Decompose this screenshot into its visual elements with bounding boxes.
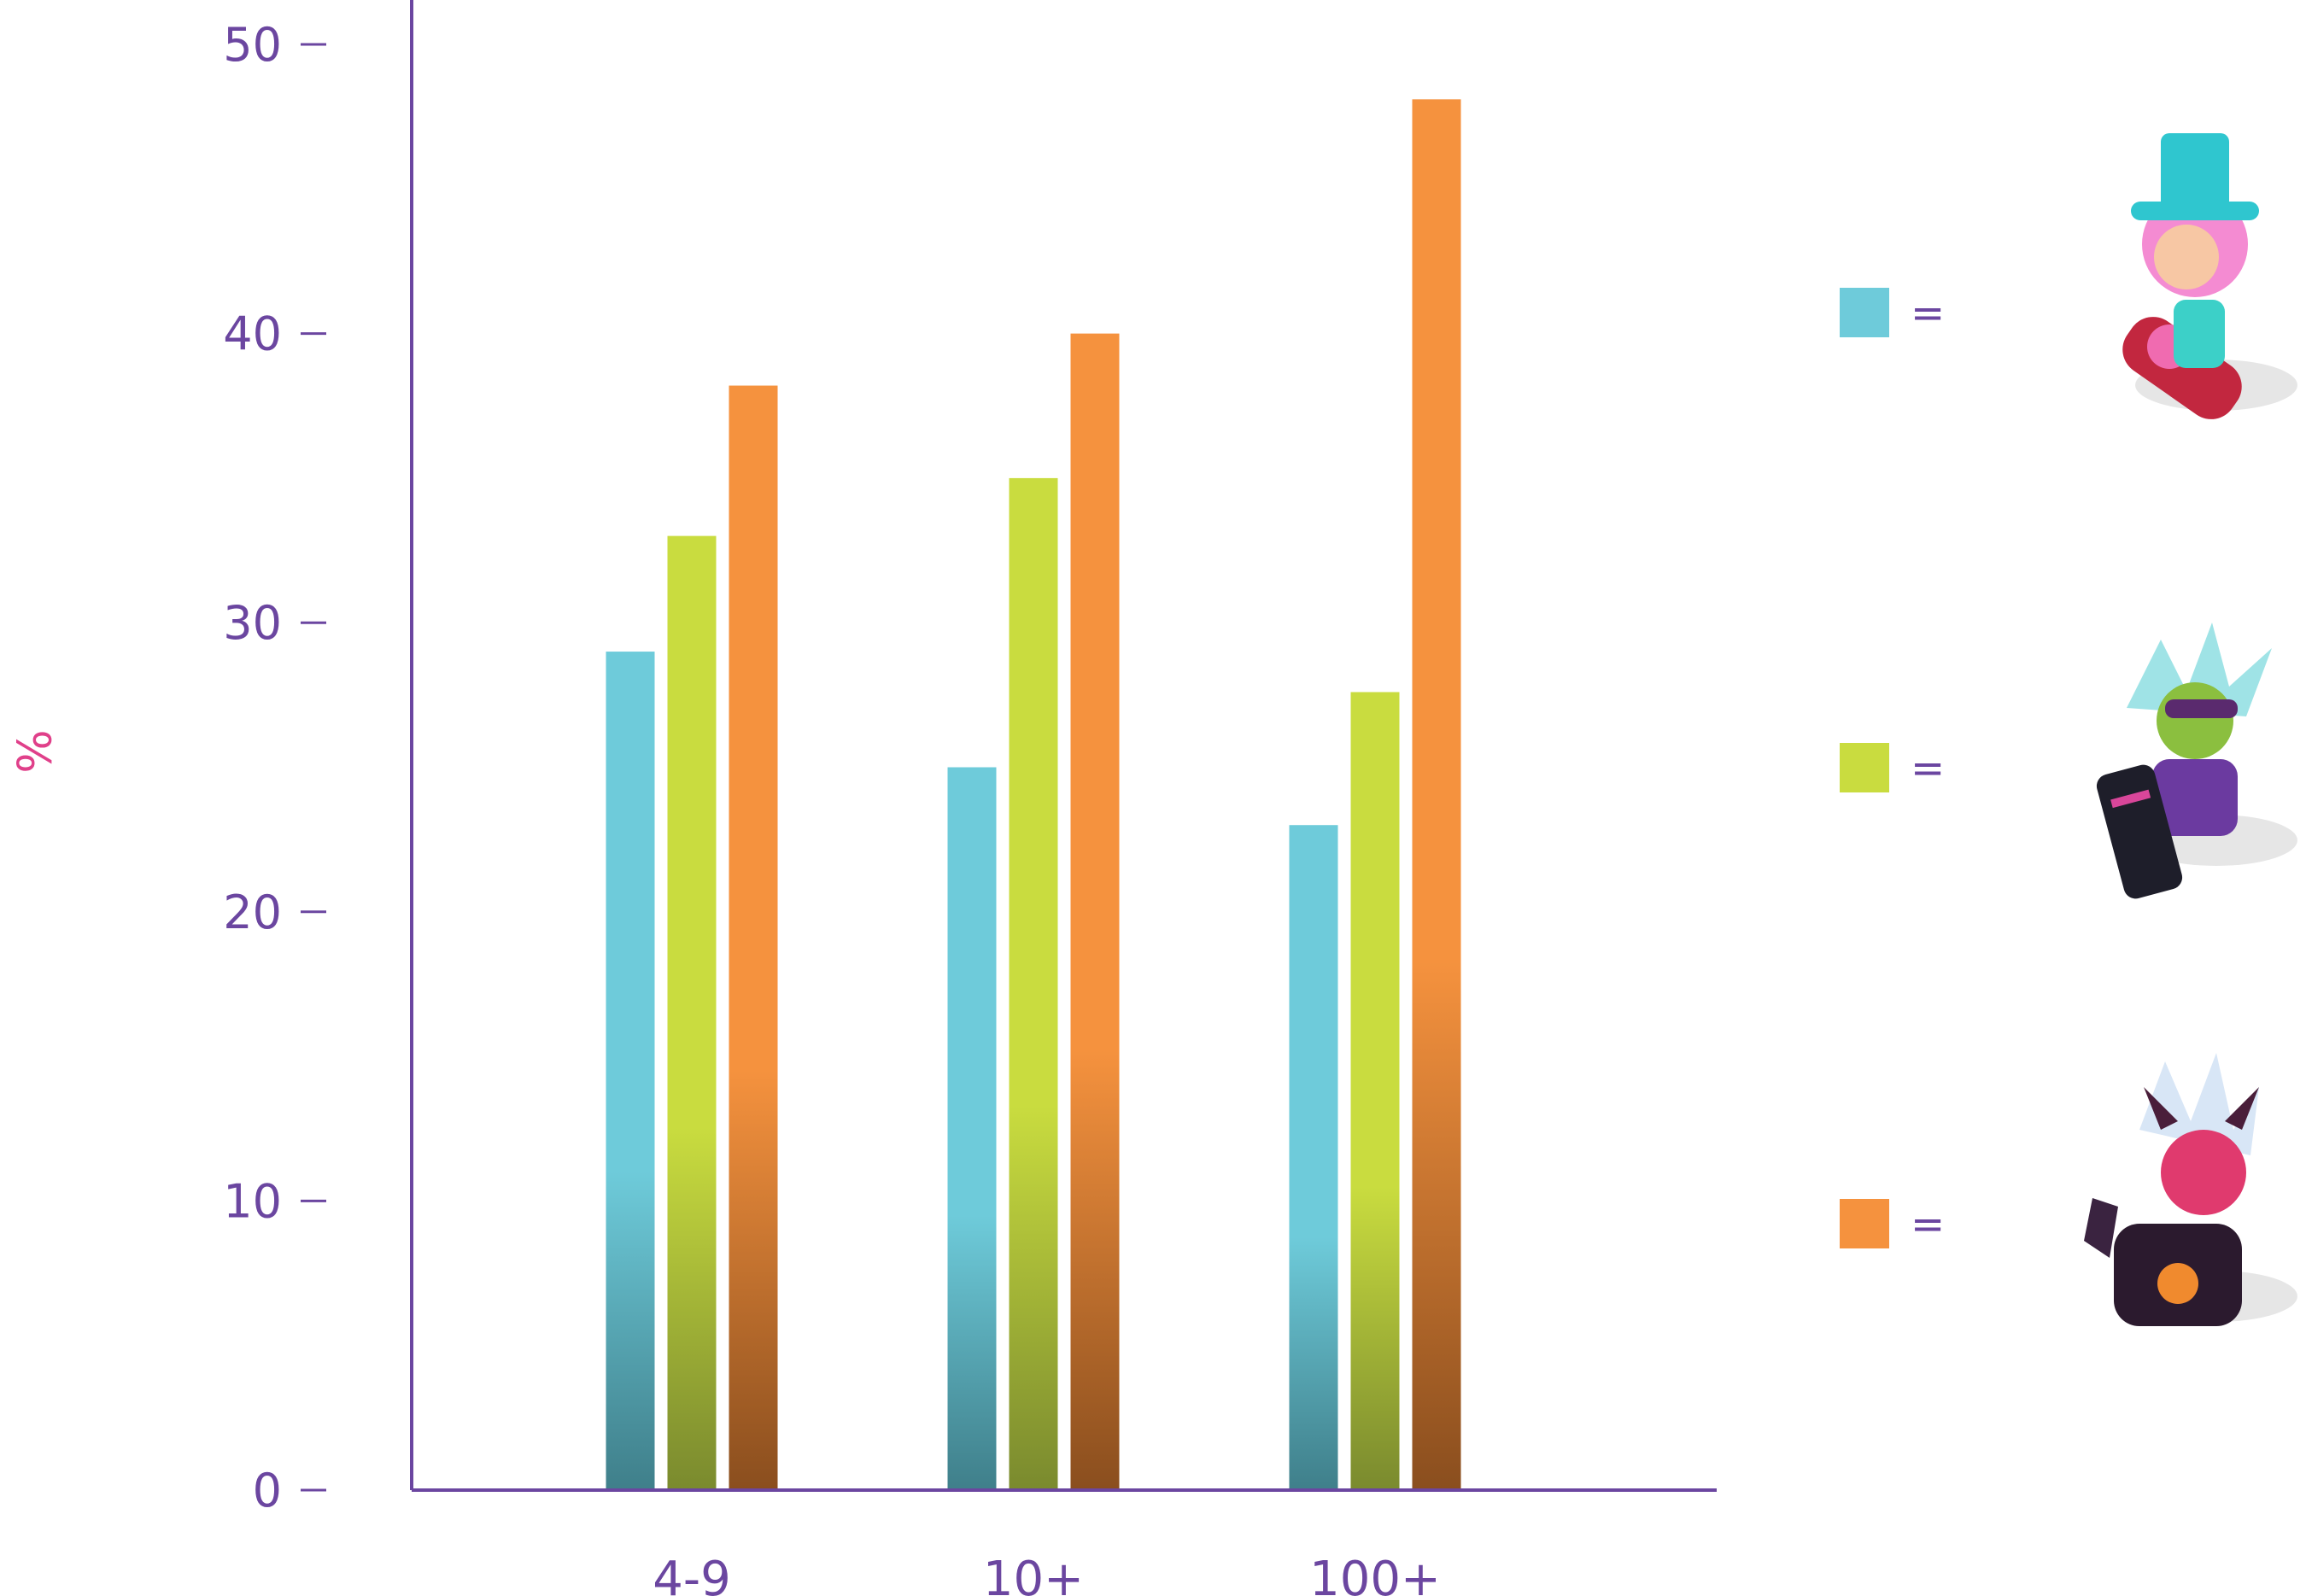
legend-swatch: [1840, 743, 1889, 792]
legend: = = =: [1840, 133, 2297, 1326]
x-tick-label: 4-9: [653, 1552, 730, 1596]
bar-4-9-series-3: [729, 385, 778, 1491]
bar-100+-series-1: [1289, 825, 1338, 1490]
champion-icon-candy-gunner: [2122, 133, 2297, 419]
bar-100+-series-2: [1350, 692, 1400, 1490]
bar-4-9-series-1: [606, 652, 655, 1490]
y-tick-label: 40: [223, 307, 282, 361]
x-tick-label: 100+: [1309, 1552, 1441, 1596]
legend-item-3: =: [1840, 1053, 2297, 1326]
x-axis: 4-9 10+ 100+: [412, 1488, 1717, 1596]
bars: [606, 99, 1461, 1491]
y-tick-label: 10: [223, 1174, 282, 1228]
legend-item-2: =: [1840, 623, 2297, 899]
champion-icon-demon-gunner: [2084, 1053, 2297, 1326]
y-tick-label: 30: [223, 596, 282, 650]
y-tick-label: 20: [223, 886, 282, 939]
bar-100+-series-3: [1412, 99, 1461, 1491]
bar-10+-series-2: [1009, 477, 1058, 1490]
legend-equals: =: [1911, 1201, 1945, 1248]
x-tick-label: 10+: [983, 1552, 1084, 1596]
y-axis-label: %: [6, 729, 60, 773]
y-tick-label: 0: [253, 1464, 282, 1517]
legend-swatch: [1840, 1199, 1889, 1248]
bar-4-9-series-2: [667, 535, 717, 1490]
legend-swatch: [1840, 288, 1889, 337]
legend-item-1: =: [1840, 133, 2297, 419]
bar-10+-series-1: [947, 767, 997, 1490]
y-axis: 0 10 20 30 40 50: [223, 0, 413, 1517]
champion-icon-goggles-gunner: [2096, 623, 2297, 899]
bar-10+-series-3: [1070, 333, 1120, 1491]
y-tick-label: 50: [223, 18, 282, 72]
legend-equals: =: [1911, 745, 1945, 792]
legend-equals: =: [1911, 289, 1945, 337]
